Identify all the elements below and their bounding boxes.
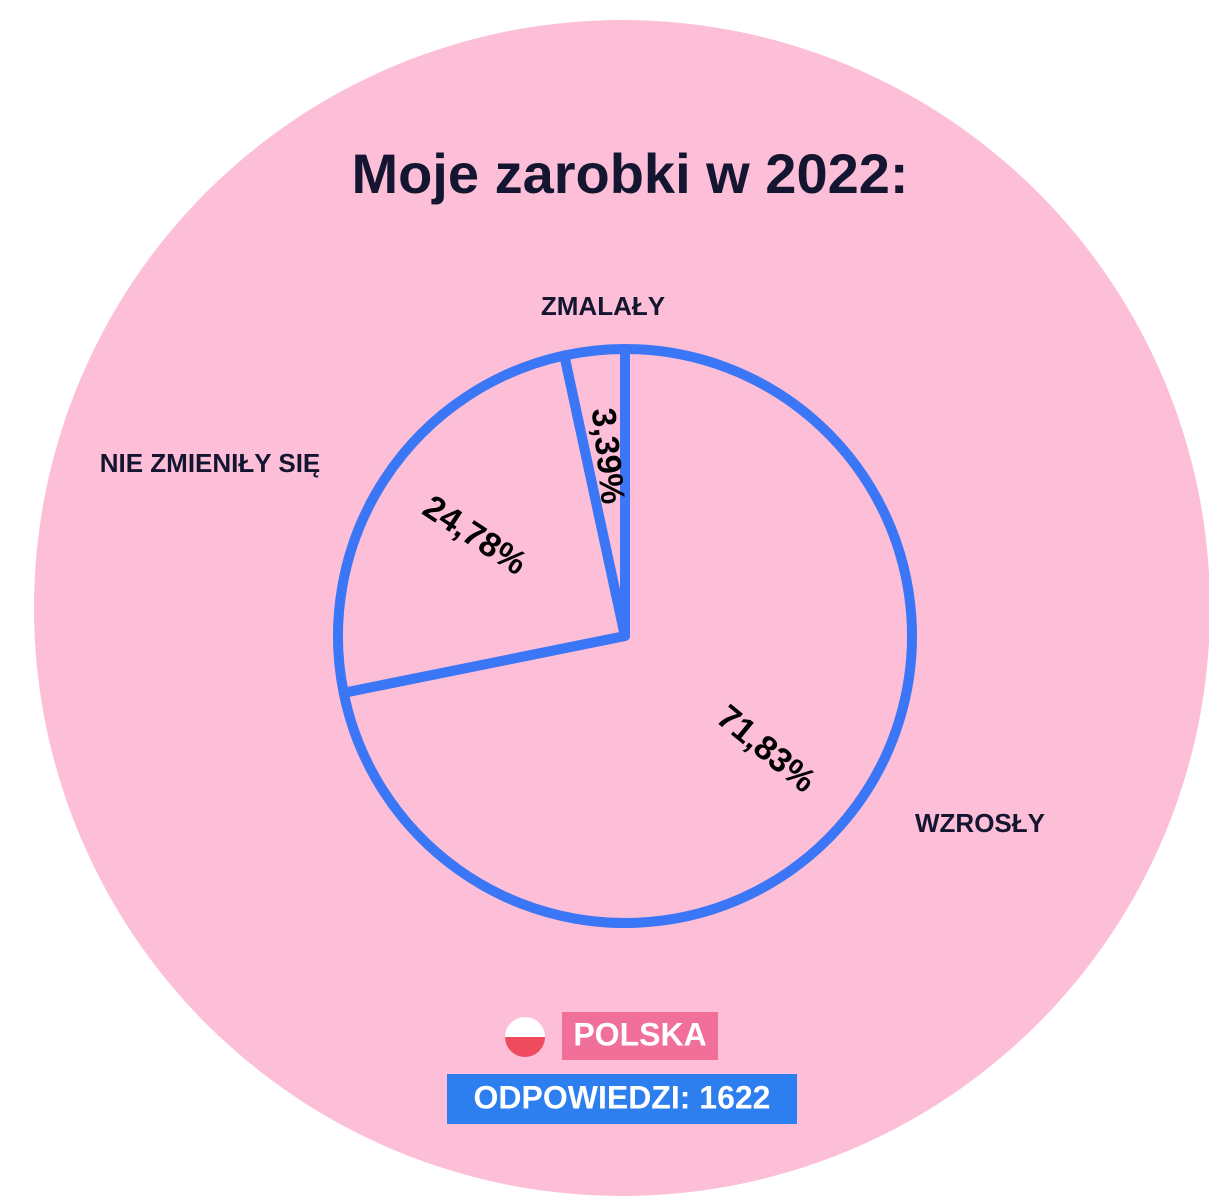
chart-title: Moje zarobki w 2022: <box>351 142 908 205</box>
country-box <box>562 1012 718 1060</box>
category-label: WZROSŁY <box>915 808 1045 838</box>
pie-slice <box>333 350 630 698</box>
responses-label: ODPOWIEDZI: 1622 <box>474 1079 771 1115</box>
flag-white <box>505 1017 545 1037</box>
responses-box <box>447 1074 797 1124</box>
flag-red <box>505 1037 545 1057</box>
category-label: NIE ZMIENIŁY SIĘ <box>100 448 321 478</box>
pie-slice <box>559 344 630 641</box>
flag <box>505 1017 545 1057</box>
category-label: ZMALAŁY <box>541 291 665 321</box>
country-label: POLSKA <box>573 1016 706 1052</box>
